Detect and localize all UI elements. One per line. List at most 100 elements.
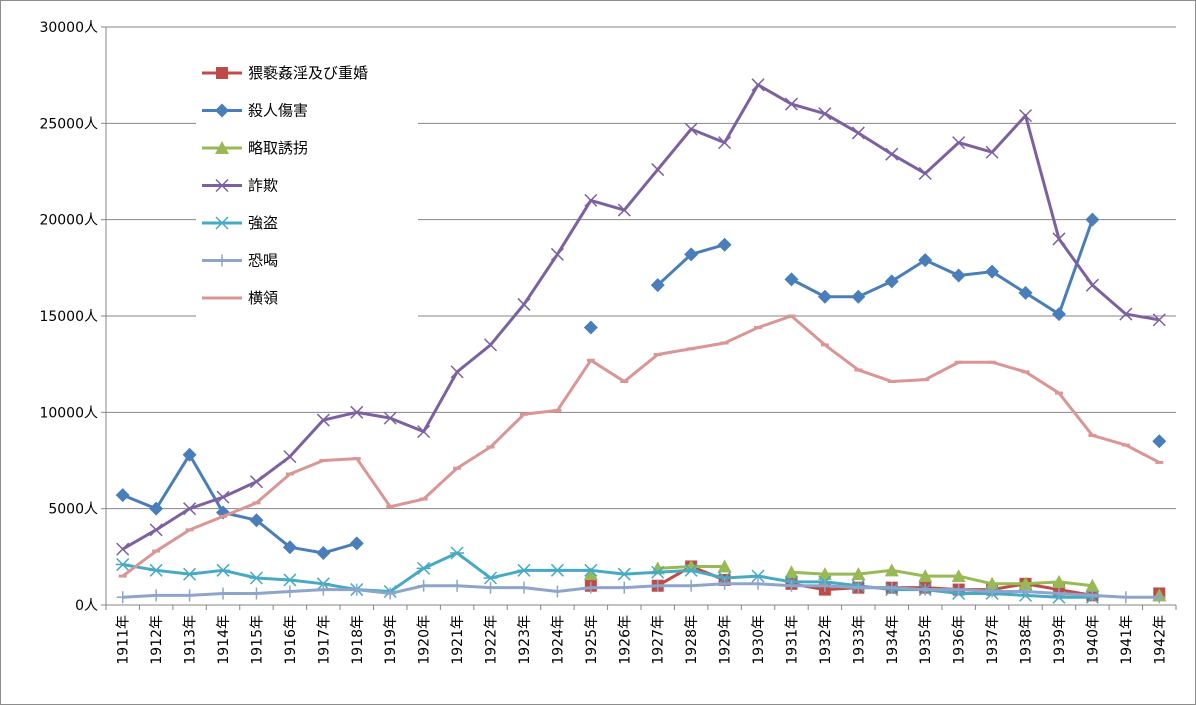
data-point bbox=[152, 549, 161, 553]
data-point bbox=[854, 368, 863, 372]
data-point bbox=[1051, 307, 1066, 322]
data-point bbox=[217, 587, 230, 600]
data-point bbox=[486, 445, 495, 449]
x-tick-label: 1913年 bbox=[183, 615, 199, 665]
data-point bbox=[352, 457, 361, 461]
x-tick-label: 1919年 bbox=[383, 615, 399, 665]
x-tick-label: 1941年 bbox=[1119, 615, 1135, 665]
data-point bbox=[887, 380, 896, 384]
series-dash bbox=[118, 314, 1164, 578]
data-point bbox=[583, 563, 598, 577]
data-point bbox=[650, 565, 665, 579]
data-point bbox=[817, 567, 832, 581]
legend-label: 詐欺 bbox=[248, 177, 278, 195]
x-tick-label: 1915年 bbox=[249, 615, 265, 665]
data-point bbox=[751, 78, 765, 92]
data-point bbox=[1051, 574, 1066, 588]
data-point bbox=[417, 579, 430, 592]
data-point bbox=[450, 546, 465, 560]
data-point bbox=[752, 577, 765, 590]
x-tick-label: 1920年 bbox=[417, 615, 433, 665]
data-point bbox=[484, 338, 498, 352]
y-axis-labels: 0人 5000人 10000人 15000人 20000人 25000人 30000人 bbox=[39, 20, 98, 614]
data-point bbox=[283, 585, 296, 598]
data-point bbox=[1121, 443, 1130, 447]
data-point bbox=[550, 563, 565, 577]
x-tick-label: 1930年 bbox=[751, 615, 767, 665]
data-point bbox=[985, 145, 999, 159]
data-point bbox=[453, 466, 462, 470]
data-point bbox=[617, 203, 631, 217]
data-point bbox=[650, 278, 665, 293]
data-point bbox=[451, 579, 464, 592]
data-point bbox=[182, 567, 197, 581]
data-point bbox=[1052, 232, 1066, 246]
data-point bbox=[316, 413, 330, 427]
data-point bbox=[1085, 212, 1100, 227]
data-point bbox=[183, 589, 196, 602]
x-tick-label: 1922年 bbox=[484, 615, 500, 665]
data-point bbox=[1088, 433, 1097, 437]
data-point bbox=[951, 268, 966, 283]
data-point bbox=[149, 563, 164, 577]
data-point bbox=[820, 343, 829, 347]
x-tick-label: 1935年 bbox=[918, 615, 934, 665]
data-point bbox=[350, 583, 363, 596]
data-point bbox=[885, 581, 898, 594]
x-tick-label: 1933年 bbox=[851, 615, 867, 665]
data-point bbox=[851, 567, 866, 581]
data-point bbox=[215, 103, 229, 118]
data-point bbox=[216, 563, 231, 577]
data-point bbox=[1119, 307, 1133, 321]
data-point bbox=[985, 264, 1000, 279]
data-point bbox=[249, 475, 263, 489]
data-point bbox=[1085, 278, 1099, 292]
data-point bbox=[249, 513, 264, 528]
legend-item: 強盗 bbox=[202, 214, 278, 232]
data-point bbox=[116, 591, 129, 604]
y-tick-label: 10000人 bbox=[39, 405, 98, 421]
data-point bbox=[651, 163, 665, 177]
legend-item: 殺人傷害 bbox=[202, 102, 308, 120]
x-tick-label: 1925年 bbox=[584, 615, 600, 665]
data-point bbox=[954, 360, 963, 364]
data-point bbox=[316, 545, 331, 560]
data-point bbox=[150, 589, 163, 602]
x-tick-label: 1924年 bbox=[550, 615, 566, 665]
data-point bbox=[583, 567, 598, 581]
data-point bbox=[252, 501, 261, 505]
x-tick-label: 1923年 bbox=[517, 615, 533, 665]
y-tick-label: 25000人 bbox=[39, 116, 98, 132]
data-point bbox=[985, 576, 1000, 590]
data-point bbox=[550, 247, 564, 261]
series-line bbox=[121, 314, 1160, 578]
data-point bbox=[884, 274, 899, 289]
data-point bbox=[918, 166, 932, 180]
data-point bbox=[1019, 585, 1032, 598]
legend-item: 猥褻姦淫及び重婚 bbox=[202, 64, 368, 82]
data-point bbox=[785, 579, 798, 592]
data-point bbox=[285, 472, 294, 476]
data-point bbox=[988, 360, 997, 364]
data-point bbox=[282, 573, 297, 587]
data-point bbox=[651, 579, 664, 592]
data-point bbox=[584, 193, 598, 207]
data-point bbox=[851, 289, 866, 304]
data-point bbox=[319, 459, 328, 462]
data-point bbox=[754, 326, 763, 330]
y-tick-label: 0人 bbox=[75, 598, 98, 614]
data-point bbox=[718, 136, 732, 150]
data-point bbox=[483, 571, 498, 585]
data-point bbox=[118, 574, 127, 578]
x-tick-label: 1942年 bbox=[1152, 615, 1168, 665]
legend-item: 恐喝 bbox=[202, 252, 278, 270]
data-point bbox=[115, 558, 130, 572]
data-point bbox=[684, 563, 699, 577]
x-tick-label: 1929年 bbox=[718, 615, 734, 665]
data-point bbox=[383, 411, 397, 425]
x-tick-label: 1927年 bbox=[651, 615, 667, 665]
legend-label: 恐喝 bbox=[248, 252, 278, 270]
x-tick-label: 1918年 bbox=[350, 615, 366, 665]
data-point bbox=[551, 585, 564, 598]
